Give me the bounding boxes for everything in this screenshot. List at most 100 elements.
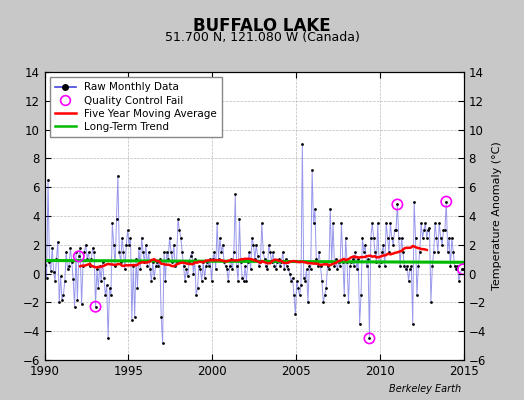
Point	[271, 266, 280, 272]
Point	[399, 249, 407, 255]
Point	[353, 266, 361, 272]
Point	[248, 234, 256, 241]
Point	[241, 263, 249, 270]
Point	[422, 234, 431, 241]
Point	[365, 335, 374, 342]
Point	[290, 292, 298, 298]
Point	[212, 266, 220, 272]
Point	[168, 259, 177, 265]
Point	[273, 259, 281, 265]
Point	[61, 278, 69, 284]
Point	[350, 263, 358, 270]
Point	[361, 242, 369, 248]
Point	[326, 206, 334, 212]
Point	[312, 256, 321, 262]
Point	[179, 263, 188, 270]
Point	[115, 249, 124, 255]
Point	[97, 278, 105, 284]
Point	[245, 249, 254, 255]
Point	[235, 216, 244, 222]
Point	[121, 266, 129, 272]
Point	[124, 227, 132, 234]
Point	[51, 278, 59, 284]
Point	[321, 292, 329, 298]
Point	[390, 227, 399, 234]
Point	[315, 249, 323, 255]
Point	[346, 263, 354, 270]
Point	[238, 275, 246, 281]
Point	[367, 234, 375, 241]
Point	[291, 311, 300, 317]
Point	[133, 285, 141, 291]
Point	[453, 263, 462, 270]
Point	[42, 275, 51, 281]
Point	[213, 220, 221, 226]
Point	[156, 256, 164, 262]
Point	[401, 266, 410, 272]
Point	[455, 278, 463, 284]
Point	[66, 244, 74, 251]
Point	[94, 285, 103, 291]
Point	[297, 282, 305, 288]
Point	[158, 340, 167, 346]
Point	[196, 266, 204, 272]
Point	[84, 249, 93, 255]
Point	[100, 275, 108, 281]
Point	[382, 220, 390, 226]
Point	[161, 278, 170, 284]
Point	[333, 266, 342, 272]
Point	[392, 227, 400, 234]
Point	[105, 285, 114, 291]
Point	[302, 266, 311, 272]
Point	[311, 206, 319, 212]
Point	[388, 234, 396, 241]
Point	[47, 268, 55, 274]
Point	[146, 266, 154, 272]
Point	[209, 256, 217, 262]
Point	[227, 256, 235, 262]
Point	[254, 253, 262, 260]
Point	[103, 282, 111, 288]
Point	[439, 227, 447, 234]
Text: Berkeley Earth: Berkeley Earth	[389, 384, 461, 394]
Point	[150, 275, 158, 281]
Point	[459, 266, 467, 272]
Point	[157, 314, 166, 320]
Point	[167, 249, 175, 255]
Point	[141, 242, 150, 248]
Point	[162, 249, 171, 255]
Point	[73, 296, 82, 303]
Point	[93, 266, 101, 272]
Point	[413, 292, 421, 298]
Point	[136, 266, 145, 272]
Point	[101, 292, 110, 298]
Point	[337, 220, 346, 226]
Point	[166, 234, 174, 241]
Point	[237, 259, 245, 265]
Point	[132, 256, 140, 262]
Point	[334, 259, 343, 265]
Point	[354, 256, 363, 262]
Point	[378, 249, 386, 255]
Point	[63, 266, 72, 272]
Point	[447, 234, 456, 241]
Point	[267, 259, 276, 265]
Point	[130, 314, 139, 320]
Point	[363, 263, 371, 270]
Point	[129, 263, 137, 270]
Point	[379, 242, 388, 248]
Point	[308, 167, 316, 173]
Point	[214, 256, 223, 262]
Point	[275, 256, 283, 262]
Point	[80, 249, 89, 255]
Point	[65, 263, 73, 270]
Point	[396, 263, 405, 270]
Point	[160, 249, 168, 255]
Point	[210, 249, 219, 255]
Point	[170, 242, 178, 248]
Point	[128, 316, 136, 323]
Point	[265, 242, 273, 248]
Point	[149, 259, 157, 265]
Point	[279, 249, 287, 255]
Point	[228, 266, 237, 272]
